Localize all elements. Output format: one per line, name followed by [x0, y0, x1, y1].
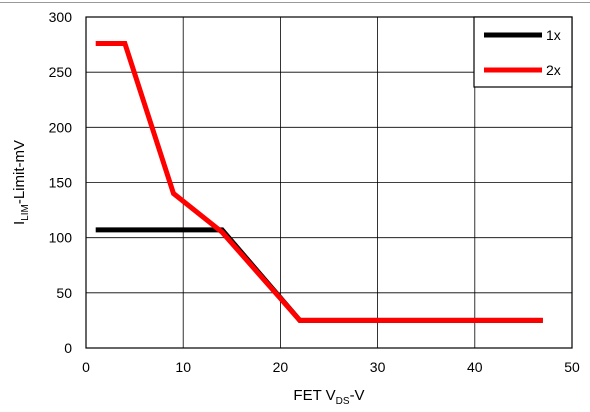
y-tick-labels: 0 50 100 150 200 250 300 [49, 9, 73, 356]
y-tick-label: 300 [49, 9, 73, 25]
legend-box [473, 16, 573, 88]
y-tick-label: 150 [49, 175, 73, 191]
y-tick-label: 200 [49, 119, 73, 135]
x-tick-label: 20 [273, 359, 289, 375]
y-tick-label: 50 [56, 285, 72, 301]
plot-frame [85, 16, 573, 349]
series-line-2x [95, 41, 543, 323]
y-tick-label: 250 [49, 64, 73, 80]
y-tick-label: 0 [64, 340, 72, 356]
legend: 1x 2x [473, 16, 573, 88]
x-tick-label: 30 [370, 359, 386, 375]
series-line-1x [95, 227, 543, 323]
y-tick-label: 100 [49, 230, 73, 246]
y-axis-label: ILIM-Limit-mV [11, 140, 31, 225]
x-tick-label: 40 [467, 359, 483, 375]
x-tick-label: 50 [564, 359, 580, 375]
x-tick-label: 10 [175, 359, 191, 375]
series-lines [95, 41, 543, 323]
x-axis-label: FET VDS-V [293, 387, 364, 407]
x-tick-label: 0 [82, 359, 90, 375]
x-tick-labels: 0 10 20 30 40 50 [82, 359, 580, 375]
legend-label: 2x [546, 62, 561, 78]
legend-label: 1x [546, 27, 561, 43]
page-rule [0, 2, 590, 3]
